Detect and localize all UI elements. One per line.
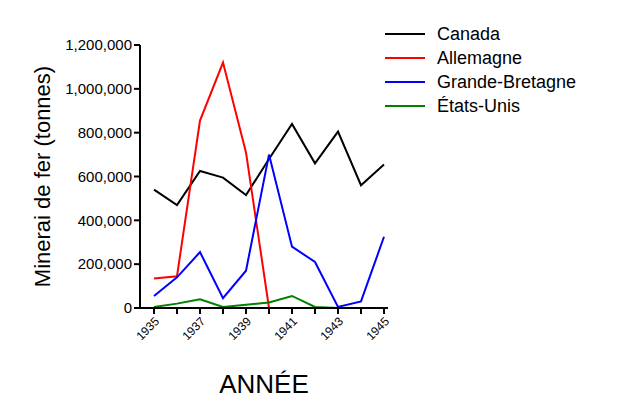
html-text:Grande-Bretagne: Grande-Bretagne [437, 71, 577, 92]
html-text:Allemagne: Allemagne [437, 47, 523, 68]
svg-text:1,000,000: 1,000,000 [65, 80, 132, 97]
svg-text:400,000: 400,000 [78, 212, 132, 229]
svg-text:Minerai de fer (tonnes): Minerai de fer (tonnes) [30, 66, 55, 287]
svg-text:1945: 1945 [363, 314, 392, 343]
svg-text:1,200,000: 1,200,000 [65, 36, 132, 53]
html-text:Canada: Canada [437, 23, 501, 44]
svg-text:1941: 1941 [271, 314, 300, 343]
html-text:États-Unis: États-Unis [437, 95, 520, 116]
svg-text:200,000: 200,000 [78, 255, 132, 272]
svg-text:ANNÉE: ANNÉE [219, 369, 309, 399]
svg-text:1935: 1935 [133, 314, 162, 343]
svg-text:0: 0 [124, 299, 132, 316]
svg-text:800,000: 800,000 [78, 124, 132, 141]
svg-text:1943: 1943 [317, 314, 346, 343]
svg-text:600,000: 600,000 [78, 168, 132, 185]
svg-text:1939: 1939 [225, 314, 254, 343]
svg-text:1937: 1937 [179, 314, 208, 343]
